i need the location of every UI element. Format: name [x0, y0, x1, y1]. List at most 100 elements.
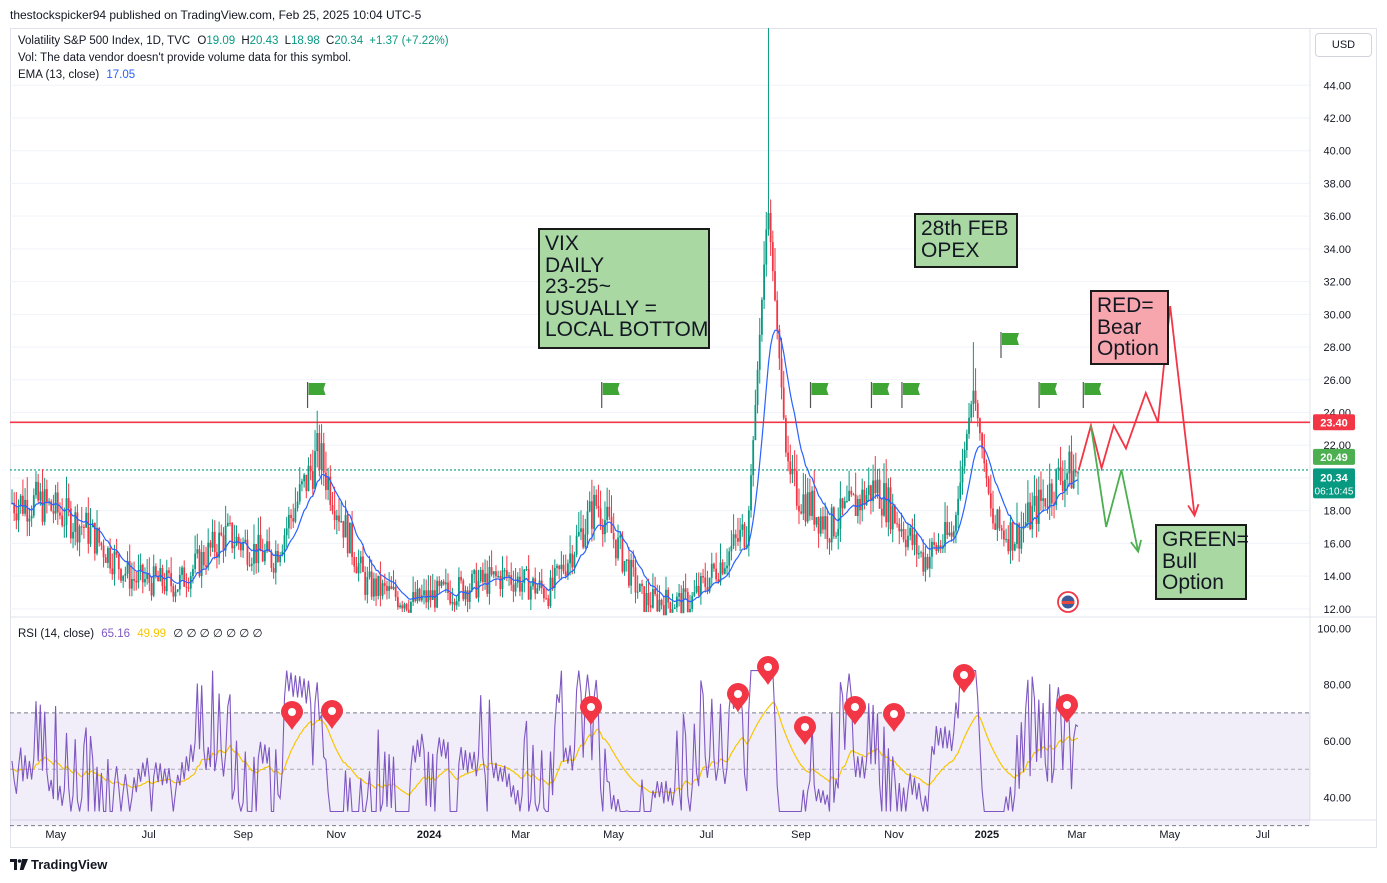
candle-body — [1064, 479, 1066, 491]
flag-icon — [872, 383, 890, 395]
candle-body — [274, 550, 277, 573]
candle-body — [104, 557, 107, 563]
candle-body — [111, 568, 114, 575]
rsi-marker-dot — [1063, 701, 1071, 709]
candle-body — [174, 591, 177, 597]
candle-body — [270, 551, 273, 568]
candle-body — [909, 527, 912, 536]
candle-body — [826, 516, 829, 540]
candle-body — [200, 552, 203, 577]
price-tick-label: 32.00 — [1323, 277, 1351, 289]
candle-body — [638, 583, 641, 592]
candle-body — [172, 586, 175, 597]
candle-body — [39, 491, 42, 501]
candle-body — [473, 570, 476, 574]
candle-body — [643, 586, 646, 613]
currency-button[interactable]: USD — [1315, 33, 1372, 57]
tradingview-brand[interactable]: TradingView — [10, 857, 107, 872]
ema-legend[interactable]: EMA (13, close) 17.05 — [18, 69, 135, 81]
ema-label: EMA (13, close) — [18, 69, 100, 81]
candle-body — [76, 512, 79, 543]
candle-body — [952, 531, 955, 537]
rsi-legend[interactable]: RSI (14, close) 65.16 49.99 ∅ ∅ ∅ ∅ ∅ ∅ … — [18, 626, 263, 640]
candle-body — [721, 562, 724, 574]
candle-body — [752, 440, 755, 476]
candle-body — [769, 213, 772, 243]
candle-body — [141, 564, 144, 583]
candle-body — [344, 514, 347, 538]
candle-body — [717, 579, 720, 583]
candle-body — [558, 565, 561, 570]
candle-body — [372, 578, 375, 597]
candle-body — [985, 463, 988, 479]
support-badge-bg — [1313, 448, 1355, 465]
candle-body — [582, 528, 585, 548]
candle-body — [787, 452, 789, 462]
close-value: 20.34 — [334, 35, 364, 47]
candle-body — [211, 531, 214, 548]
candle-body — [314, 451, 316, 489]
candle-body — [231, 523, 234, 549]
chart-frame — [10, 28, 1377, 848]
candle-body — [567, 563, 569, 576]
candle-body — [992, 508, 994, 524]
publish-info: thestockspicker94 published on TradingVi… — [10, 8, 422, 22]
candle-body — [876, 479, 879, 494]
candle-body — [63, 525, 66, 527]
price-tick-label: 14.00 — [1323, 571, 1351, 583]
candle-body — [791, 468, 794, 475]
candle-body — [1020, 529, 1023, 549]
candle-body — [218, 532, 220, 558]
candle-body — [410, 601, 412, 613]
symbol-legend[interactable]: Volatility S&P 500 Index, 1D, TVC O19.09… — [18, 35, 449, 47]
candle-body — [580, 528, 582, 533]
candle-body — [673, 607, 676, 609]
candle-body — [67, 498, 70, 509]
candle-body — [741, 524, 744, 530]
candle-body — [17, 506, 20, 521]
candle-body — [656, 594, 659, 612]
candle-body — [610, 516, 613, 533]
candle-body — [732, 534, 735, 546]
candle-body — [728, 551, 731, 566]
candle-body — [414, 592, 417, 602]
candle-body — [830, 507, 833, 543]
candle-body — [462, 580, 465, 600]
candle-body — [761, 299, 763, 335]
candle-body — [1031, 505, 1034, 530]
candle-body — [248, 564, 251, 566]
candle-body — [497, 575, 500, 577]
candle-body — [571, 553, 574, 568]
candle-body — [316, 433, 319, 452]
candle-body — [222, 535, 225, 551]
candle-body — [793, 468, 796, 471]
candle-body — [900, 528, 903, 532]
candle-body — [883, 483, 885, 516]
candle-body — [963, 450, 966, 467]
candle-body — [183, 567, 186, 587]
bull-projection-line — [1090, 425, 1140, 552]
candle-body — [24, 499, 26, 514]
candle-body — [693, 592, 696, 596]
candle-body — [1024, 522, 1027, 526]
candle-body — [754, 405, 757, 441]
candle-body — [996, 509, 999, 530]
candle-body — [776, 300, 779, 330]
candle-body — [333, 510, 336, 521]
candle-body — [573, 554, 576, 568]
candle-body — [846, 501, 848, 503]
candle-body — [510, 575, 513, 585]
candle-body — [569, 553, 571, 564]
candle-body — [680, 593, 683, 614]
rsi-marker-dot — [801, 723, 809, 731]
candle-body — [575, 535, 578, 555]
candle-body — [863, 489, 866, 505]
candle-body — [30, 515, 33, 519]
candle-body — [429, 590, 432, 600]
candle-body — [13, 502, 16, 514]
low-value: 18.98 — [291, 35, 320, 47]
candle-body — [745, 545, 748, 548]
candle-body — [933, 541, 936, 545]
candle-body — [549, 577, 552, 607]
